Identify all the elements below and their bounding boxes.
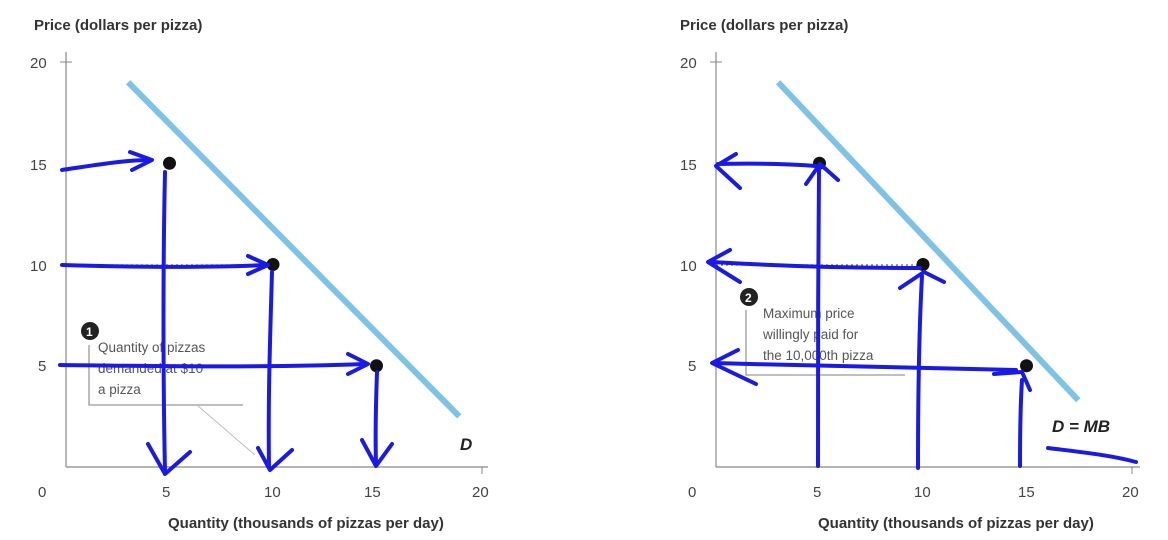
left-x-axis-label: Quantity (thousands of pizzas per day) bbox=[168, 515, 444, 532]
left-y-tick-10: 10 bbox=[30, 258, 47, 275]
left-annotation: 1 Quantity of pizzas demanded at $10 a p… bbox=[81, 322, 256, 456]
right-arrows bbox=[706, 152, 1138, 470]
right-annotation-number: 2 bbox=[745, 291, 752, 305]
right-arrow-v-15 bbox=[1018, 378, 1024, 468]
right-y-tick-15: 15 bbox=[680, 157, 697, 174]
right-arrowhead-v-5 bbox=[804, 162, 840, 186]
right-annotation-line-2: willingly paid for bbox=[762, 327, 859, 342]
right-demand-curve bbox=[775, 80, 1081, 403]
left-arrow-v-5 bbox=[161, 170, 167, 474]
left-y-ticks: 20 15 10 5 bbox=[30, 55, 72, 375]
left-annotation-line-2: demanded at $10 bbox=[98, 361, 203, 376]
left-demand-curve-label: D bbox=[460, 435, 472, 454]
left-x-tick-5: 5 bbox=[162, 484, 170, 501]
right-y-ticks: 20 15 10 5 bbox=[680, 55, 722, 375]
right-chart: Price (dollars per pizza) Quantity (thou… bbox=[680, 17, 1140, 532]
left-points bbox=[163, 156, 383, 373]
left-annotation-number: 1 bbox=[86, 325, 93, 339]
left-annotation-line-3: a pizza bbox=[98, 382, 141, 397]
left-x-ticks: 0 5 10 15 20 bbox=[38, 467, 489, 501]
right-x-tick-5: 5 bbox=[813, 484, 821, 501]
right-arrow-h-10 bbox=[710, 260, 922, 270]
left-arrowhead-v-10 bbox=[256, 446, 294, 472]
right-arrow-v-10 bbox=[916, 274, 924, 470]
left-arrow-h-5 bbox=[58, 362, 366, 369]
right-arrowhead-v-10 bbox=[898, 270, 946, 290]
left-x-tick-20: 20 bbox=[472, 484, 489, 501]
right-arrowhead-h-10 bbox=[706, 248, 742, 284]
right-y-tick-20: 20 bbox=[680, 55, 697, 72]
left-y-axis-label: Price (dollars per pizza) bbox=[34, 17, 202, 34]
left-x-tick-10: 10 bbox=[264, 484, 281, 501]
left-arrowhead-h-5 bbox=[346, 352, 370, 376]
right-underline-stroke bbox=[1046, 446, 1138, 464]
right-y-axis-label: Price (dollars per pizza) bbox=[680, 17, 848, 34]
right-arrowhead-v-15 bbox=[992, 370, 1032, 392]
right-annotation: 2 Maximum price willingly paid for the 1… bbox=[740, 288, 905, 376]
right-demand-curve-label: D = MB bbox=[1052, 417, 1110, 436]
right-annotation-bracket bbox=[745, 310, 905, 376]
left-chart: Price (dollars per pizza) Quantity (thou… bbox=[30, 17, 489, 532]
left-arrowhead-v-5 bbox=[146, 442, 192, 476]
left-x-tick-0: 0 bbox=[38, 484, 46, 501]
right-x-tick-15: 15 bbox=[1018, 484, 1035, 501]
left-annotation-line-1: Quantity of pizzas bbox=[98, 340, 206, 355]
right-x-axis-label: Quantity (thousands of pizzas per day) bbox=[818, 515, 1094, 532]
right-point-q15-p5 bbox=[1020, 359, 1033, 373]
left-y-tick-5: 5 bbox=[38, 358, 46, 375]
left-annotation-leader bbox=[197, 405, 256, 456]
left-annotation-badge bbox=[81, 322, 99, 340]
right-x-tick-20: 20 bbox=[1122, 484, 1139, 501]
left-arrow-h-15 bbox=[60, 158, 152, 172]
right-annotation-line-1: Maximum price bbox=[763, 306, 855, 321]
left-point-q5-p15 bbox=[163, 156, 176, 170]
left-point-q10-p10 bbox=[266, 258, 280, 271]
right-arrow-h-5 bbox=[712, 361, 1018, 372]
left-demand-curve bbox=[125, 80, 462, 419]
left-arrowhead-h-15 bbox=[128, 150, 154, 172]
left-arrowhead-v-15 bbox=[360, 438, 394, 468]
right-annotation-badge bbox=[740, 288, 758, 306]
left-arrow-v-10 bbox=[266, 270, 274, 470]
left-arrow-v-15 bbox=[373, 370, 379, 466]
right-arrowhead-h-5 bbox=[710, 348, 758, 386]
left-y-tick-20: 20 bbox=[30, 55, 47, 72]
right-arrow-h-15 bbox=[716, 161, 818, 168]
left-point-q15-p5 bbox=[370, 359, 383, 373]
right-x-ticks: 0 5 10 15 20 bbox=[688, 467, 1139, 501]
left-arrowhead-h-10 bbox=[246, 254, 270, 276]
left-arrows bbox=[58, 150, 394, 476]
right-x-tick-0: 0 bbox=[688, 484, 696, 501]
right-arrow-v-5 bbox=[816, 166, 821, 468]
right-y-tick-10: 10 bbox=[680, 258, 697, 275]
right-y-tick-5: 5 bbox=[688, 358, 696, 375]
right-x-tick-10: 10 bbox=[914, 484, 931, 501]
left-y-tick-15: 15 bbox=[30, 157, 47, 174]
right-arrowhead-h-15 bbox=[714, 152, 742, 190]
left-x-tick-15: 15 bbox=[364, 484, 381, 501]
